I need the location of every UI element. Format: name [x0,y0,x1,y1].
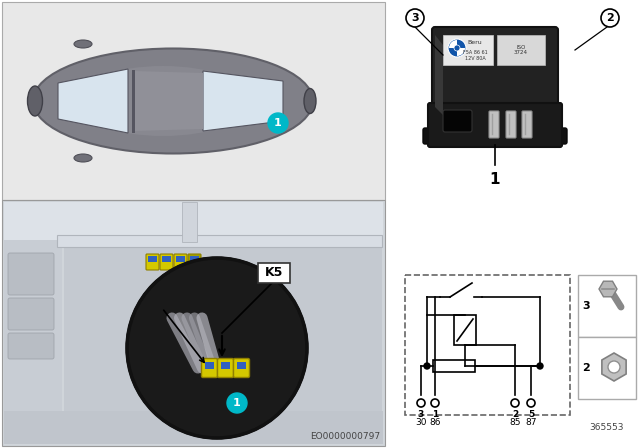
Text: 30: 30 [415,418,427,427]
FancyBboxPatch shape [234,358,250,378]
FancyBboxPatch shape [8,333,54,359]
Bar [182,202,197,242]
Circle shape [431,399,439,407]
Text: 85: 85 [509,418,521,427]
Circle shape [537,363,543,369]
Text: 1: 1 [233,398,241,408]
Bar [4,411,383,444]
Bar [405,275,570,415]
FancyBboxPatch shape [160,254,173,270]
Bar [190,256,199,262]
Text: Beru: Beru [468,40,483,46]
Bar [433,360,475,372]
Circle shape [608,361,620,373]
FancyBboxPatch shape [8,253,54,295]
Circle shape [406,9,424,27]
Text: 87: 87 [525,418,537,427]
Circle shape [527,399,535,407]
Text: 2: 2 [606,13,614,23]
FancyBboxPatch shape [218,358,234,378]
Bar [497,35,545,65]
FancyBboxPatch shape [188,254,201,270]
Text: EO0000000797: EO0000000797 [310,432,380,441]
Text: 2: 2 [512,410,518,419]
Bar [148,256,157,262]
Text: 3: 3 [418,410,424,419]
Ellipse shape [304,89,316,113]
Wedge shape [457,48,465,56]
FancyBboxPatch shape [432,27,558,113]
Ellipse shape [33,48,313,154]
Bar [4,240,62,442]
Bar [4,202,383,242]
Text: 2: 2 [582,363,590,373]
FancyBboxPatch shape [174,254,187,270]
FancyBboxPatch shape [443,110,472,132]
Text: 365553: 365553 [589,423,624,432]
Bar [2,200,385,446]
Ellipse shape [28,86,42,116]
Circle shape [424,363,430,369]
Text: 3: 3 [411,13,419,23]
Circle shape [268,113,288,133]
Text: F5A 86 61: F5A 86 61 [463,49,488,55]
Ellipse shape [74,40,92,48]
Wedge shape [457,40,465,48]
Bar [176,256,185,262]
Circle shape [417,399,425,407]
FancyBboxPatch shape [8,298,54,330]
Bar [205,362,214,369]
FancyBboxPatch shape [428,103,562,147]
Text: 3: 3 [582,301,590,311]
Bar [221,362,230,369]
Circle shape [127,258,307,438]
Bar [64,240,382,411]
Polygon shape [133,71,203,131]
Polygon shape [435,35,443,115]
Circle shape [448,39,466,57]
Polygon shape [58,69,128,133]
Circle shape [601,9,619,27]
Bar [454,315,476,345]
Text: 1: 1 [490,172,500,187]
Bar [57,235,382,247]
Bar [578,275,636,337]
Ellipse shape [74,154,92,162]
Text: K5: K5 [265,267,283,280]
Wedge shape [449,40,457,48]
Circle shape [227,393,247,413]
Text: 5: 5 [528,410,534,419]
Bar [237,362,246,369]
Text: 1: 1 [432,410,438,419]
Circle shape [454,45,460,51]
FancyBboxPatch shape [522,111,532,138]
Text: 86: 86 [429,418,441,427]
FancyBboxPatch shape [489,111,499,138]
Text: ISO
3724: ISO 3724 [514,45,528,56]
FancyBboxPatch shape [202,358,218,378]
Bar [578,337,636,399]
Circle shape [511,399,519,407]
Bar [443,35,493,65]
FancyBboxPatch shape [506,111,516,138]
Text: 12V 80A: 12V 80A [465,56,485,61]
Bar [162,256,171,262]
Text: 1: 1 [274,118,282,128]
Ellipse shape [73,66,253,136]
Bar [2,2,385,200]
FancyBboxPatch shape [423,128,567,144]
FancyBboxPatch shape [146,254,159,270]
Polygon shape [203,71,283,131]
Wedge shape [449,48,457,56]
FancyBboxPatch shape [258,263,290,283]
